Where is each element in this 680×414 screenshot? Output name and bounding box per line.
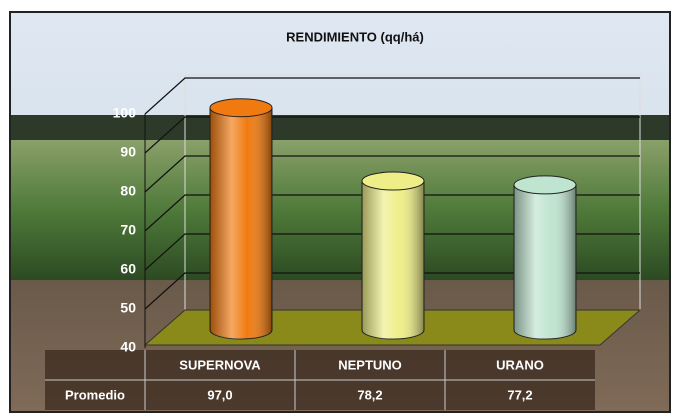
cylinder-top <box>210 99 272 117</box>
cylinder-shade <box>514 185 576 339</box>
chart: RENDIMIENTO (qq/há) Promedio 40 50 60 70 80 9… <box>0 0 680 414</box>
x-tick-label: NEPTUNO <box>338 357 402 372</box>
y-tick-label: 60 <box>120 261 136 277</box>
background <box>0 0 680 414</box>
y-tick-label: 50 <box>120 300 136 316</box>
cylinder <box>362 172 424 339</box>
cylinder-top <box>514 176 576 194</box>
x-tick-label: URANO <box>496 357 544 372</box>
cylinder <box>210 99 272 339</box>
x-tick-label: SUPERNOVA <box>179 357 261 372</box>
y-tick-label: 90 <box>120 144 136 160</box>
y-tick-label: 100 <box>113 105 137 121</box>
cylinder-shade <box>362 181 424 339</box>
cylinder-top <box>362 172 424 190</box>
value-label: 77,2 <box>507 387 532 402</box>
chart-title: RENDIMIENTO (qq/há) <box>286 29 424 44</box>
y-tick-label: 70 <box>120 222 136 238</box>
row-label: Promedio <box>65 387 125 402</box>
value-label: 97,0 <box>207 387 232 402</box>
y-tick-label: 40 <box>120 339 136 355</box>
y-tick-label: 80 <box>120 183 136 199</box>
cylinder <box>514 176 576 339</box>
value-label: 78,2 <box>357 387 382 402</box>
cylinder-shade <box>210 108 272 339</box>
